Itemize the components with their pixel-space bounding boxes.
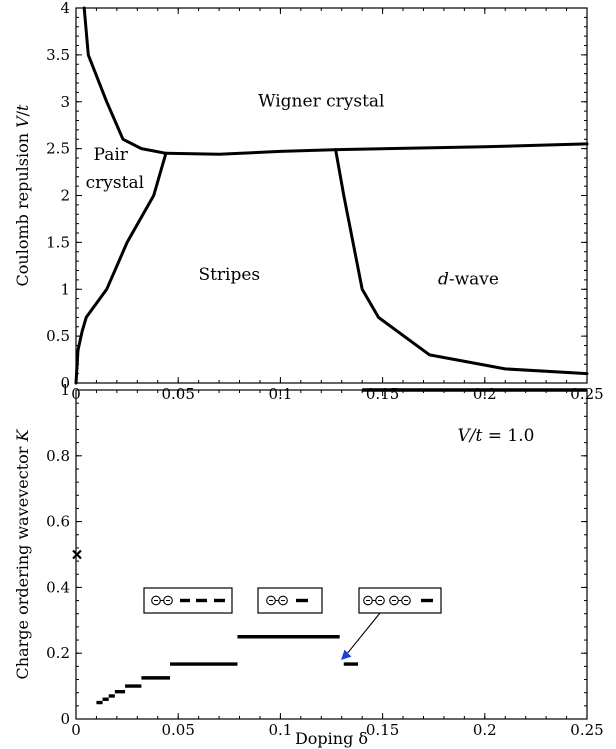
bottom-y-tick-label: 0.4 (46, 578, 70, 596)
top-y-tick-label: 0.5 (46, 327, 70, 345)
top-y-tick-label: 1 (60, 280, 70, 298)
legend-box-stripes (143, 587, 233, 614)
pattern-legends (143, 587, 442, 614)
bottom-x-tick-label: 0.2 (473, 721, 497, 739)
legend-box-sixth (358, 587, 442, 614)
top-panel: 0 0.05 0.1 0.15 0.2 0.2500.511.522.533.54Wign… (13, 0, 604, 403)
bottom-y-tick-label: 0.2 (46, 644, 70, 662)
top-y-tick-label: 1.5 (46, 233, 70, 251)
top-y-tick-label: 3.5 (46, 46, 70, 64)
phase-boundary-4 (334, 148, 589, 376)
top-y-tick-label: 2 (60, 187, 70, 205)
region-label-crystal: crystal (86, 173, 144, 193)
bottom-y-axis-title: Charge ordering wavevector K (13, 429, 32, 680)
k-cross-marker (72, 549, 82, 560)
bottom-y-tick-label: 1 (60, 381, 70, 399)
legend-arrow-head (341, 649, 352, 661)
bottom-x-tick-label: 0.05 (161, 721, 194, 739)
region-label-pair: Pair (94, 145, 129, 165)
top-y-tick-label: 3 (60, 93, 70, 111)
x-axis-title: Doping δ (295, 729, 368, 748)
bottom-y-tick-label: 0 (60, 710, 70, 728)
bottom-y-tick-label: 0.8 (46, 447, 70, 465)
region-label-wigner-crystal: Wigner crystal (258, 91, 384, 111)
phase-boundary-2 (164, 142, 589, 156)
region-label-d-wave: d-wave (438, 270, 499, 290)
top-y-axis-title: Coulomb repulsion V/t (13, 104, 32, 287)
bottom-x-tick-label: 0 (71, 721, 81, 739)
top-y-tick-label: 2.5 (46, 140, 70, 158)
phase-boundary-3 (74, 151, 168, 385)
legend-box-quarter (257, 587, 323, 614)
bottom-x-tick-label: 0.15 (366, 721, 399, 739)
bottom-panel: 0 0.05 0.1 0.15 0.2 0.25 0 0.2 0.4 0.6 0.8 1 V/t = 1… (13, 381, 604, 748)
bottom-x-tick-label: 0.25 (570, 721, 603, 739)
legend-arrow-line (345, 612, 381, 656)
vt-annotation: V/t = 1.0 (458, 426, 535, 446)
phase-boundary-1 (82, 6, 168, 155)
bottom-y-tick-label: 0.6 (46, 513, 70, 531)
top-y-tick-label: 4 (60, 0, 70, 17)
top-y-tick-label: 0 (60, 374, 70, 392)
region-label-stripes: Stripes (198, 265, 260, 285)
bottom-x-tick-label: 0.1 (268, 721, 292, 739)
